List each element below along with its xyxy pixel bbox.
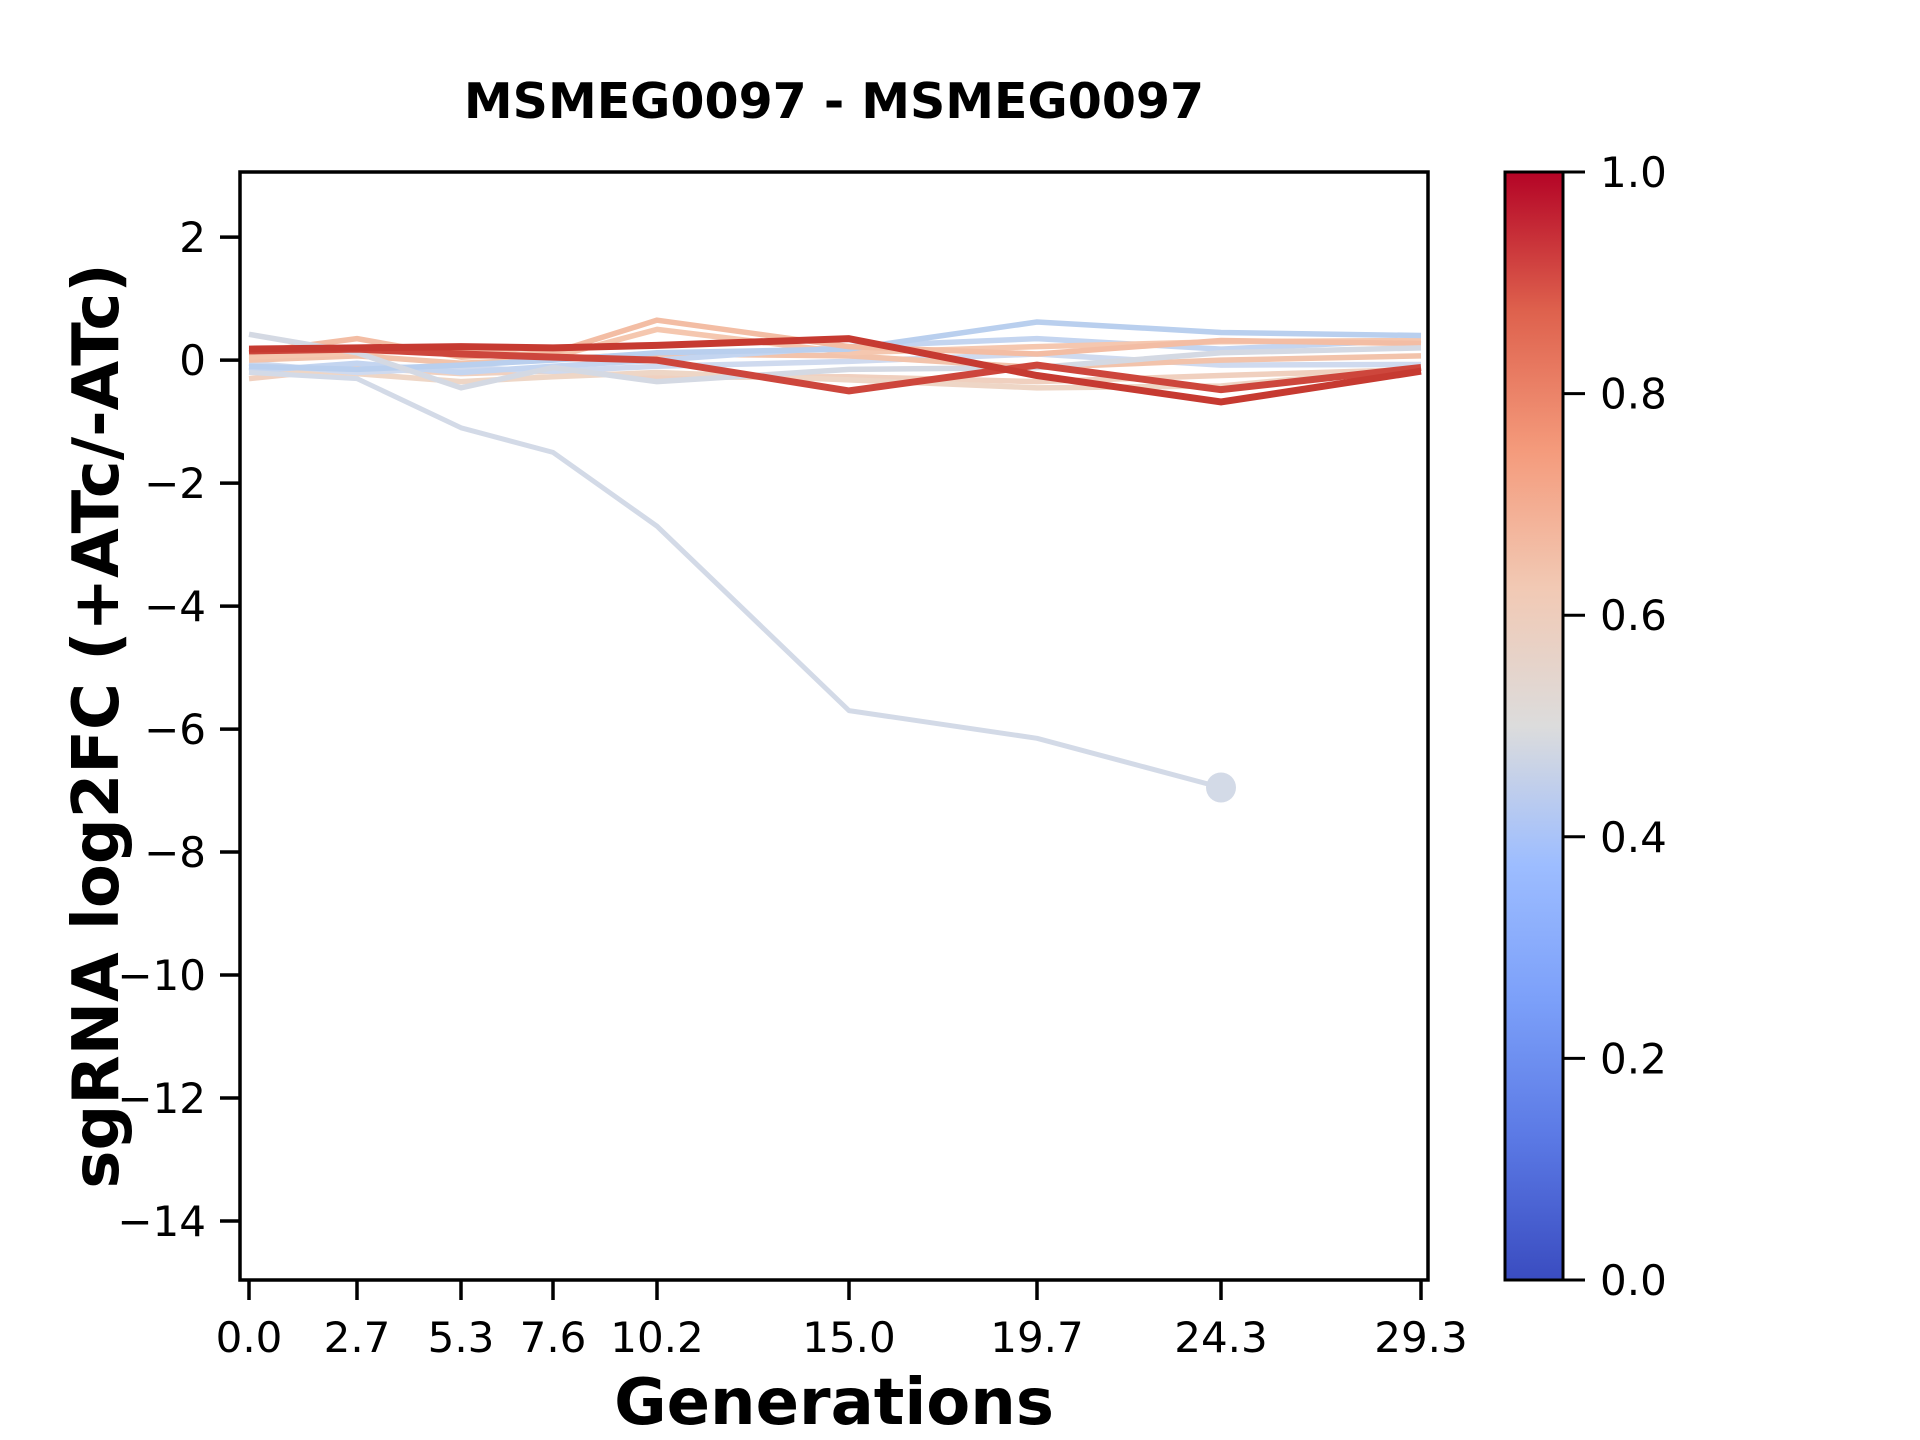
x-tick-label: 15.0 [802, 1313, 896, 1362]
x-tick-label: 0.0 [216, 1313, 283, 1362]
y-tick-label: −6 [144, 705, 206, 754]
y-axis: 2 0 −2 −4 −6 −8 −10 −12 −14 [117, 213, 240, 1246]
y-axis-label: sgRNA log2FC (+ATc/-ATc) [60, 263, 134, 1188]
colorbar: 0.0 0.2 0.4 0.6 0.8 1.0 [1503, 148, 1667, 1305]
x-tick-label: 10.2 [610, 1313, 704, 1362]
series-line-sgrna-depleted [248, 369, 1222, 790]
y-tick-label: 2 [179, 213, 206, 262]
y-tick-label: 0 [179, 336, 206, 385]
series-line-sgrna-red-peak [248, 335, 1422, 406]
series-lines [248, 317, 1422, 803]
x-tick-label: 19.7 [990, 1313, 1084, 1362]
x-tick-label: 7.6 [520, 1313, 587, 1362]
x-tick-label: 5.3 [428, 1313, 495, 1362]
x-tick-label: 29.3 [1374, 1313, 1468, 1362]
x-axis-label: Generations [614, 1366, 1054, 1440]
series-line-sgrna-gray-dip [248, 331, 1422, 391]
colorbar-gradient [1503, 170, 1565, 1282]
x-tick-label: 2.7 [324, 1313, 391, 1362]
y-tick-label: −4 [144, 582, 206, 631]
x-axis: 0.0 2.7 5.3 7.6 10.2 15.0 19.7 24.3 29.3 [216, 1280, 1468, 1362]
colorbar-tick-label: 0.2 [1600, 1034, 1667, 1083]
series-line-sgrna-peach-bottom [248, 364, 1422, 391]
y-tick-label: −14 [117, 1197, 206, 1246]
y-tick-label: −12 [117, 1074, 206, 1123]
series-end-marker-sgrna-depleted [1206, 772, 1236, 803]
x-tick-label: 24.3 [1174, 1313, 1268, 1362]
colorbar-tick-label: 0.0 [1600, 1256, 1667, 1305]
colorbar-tick-label: 1.0 [1600, 148, 1667, 197]
y-tick-label: −8 [144, 828, 206, 877]
plot-border [238, 170, 1430, 1282]
colorbar-tick-label: 0.8 [1600, 370, 1667, 419]
colorbar-tick-label: 0.4 [1600, 813, 1667, 862]
y-tick-label: −10 [117, 951, 206, 1000]
colorbar-ticks: 0.0 0.2 0.4 0.6 0.8 1.0 [1563, 148, 1667, 1305]
y-tick-label: −2 [144, 459, 206, 508]
chart-title: MSMEG0097 - MSMEG0097 [464, 73, 1204, 130]
colorbar-tick-label: 0.6 [1600, 591, 1667, 640]
series-line-sgrna-blue-peak [248, 319, 1422, 373]
